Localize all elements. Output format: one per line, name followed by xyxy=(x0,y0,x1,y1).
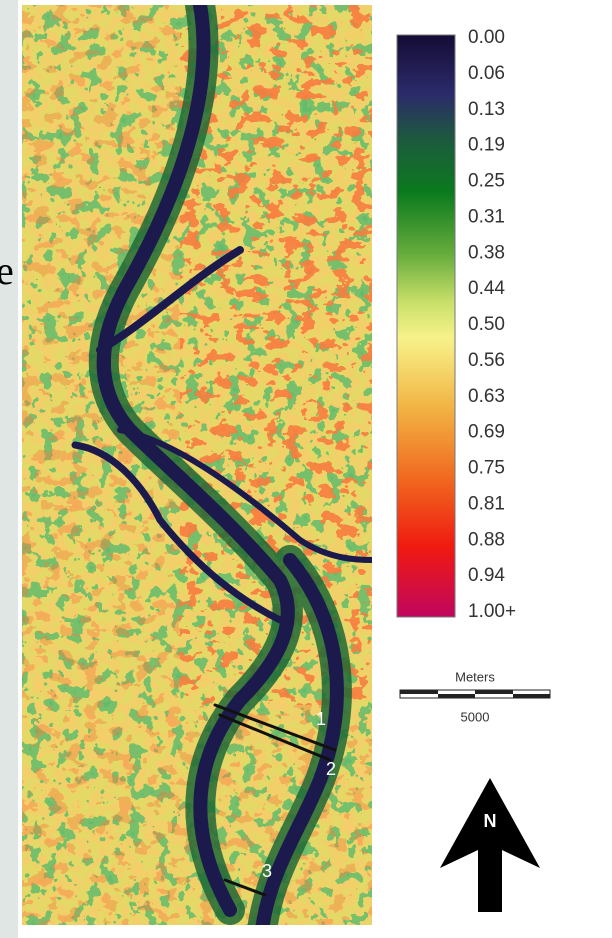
legend-label: 0.94 xyxy=(468,565,505,586)
side-band xyxy=(0,0,18,938)
page: e 1 2 3 0.00 0.06 0.13 0.19 0.25 0.31 0.38 0.44 0.… xyxy=(0,0,612,938)
legend-label: 0.56 xyxy=(468,350,505,371)
legend-label: 0.38 xyxy=(468,242,505,263)
legend-label: 0.06 xyxy=(468,63,505,84)
transect-label: 1 xyxy=(316,709,326,729)
north-arrow: N xyxy=(440,778,540,912)
legend-label: 0.00 xyxy=(468,27,505,48)
legend-label: 0.69 xyxy=(468,422,505,443)
transect-label: 3 xyxy=(262,861,272,881)
legend-label: 0.19 xyxy=(468,135,505,156)
scale-value: 5000 xyxy=(461,709,490,724)
transect-label: 2 xyxy=(326,759,336,779)
legend-label: 0.75 xyxy=(468,458,505,479)
legend-label: 0.50 xyxy=(468,314,505,335)
legend-label: 0.31 xyxy=(468,206,505,227)
legend-label: 0.44 xyxy=(468,278,505,299)
legend-label: 0.81 xyxy=(468,493,505,514)
legend-label: 1.00+ xyxy=(468,601,516,622)
scale-unit: Meters xyxy=(455,669,495,684)
side-text: e xyxy=(0,248,14,293)
color-bar xyxy=(397,35,455,617)
legend-label: 0.88 xyxy=(468,529,505,550)
legend-label: 0.63 xyxy=(468,386,505,407)
legend-label: 0.25 xyxy=(468,171,505,192)
legend-label: 0.13 xyxy=(468,99,505,120)
scale-bar: Meters 5000 xyxy=(400,669,550,724)
map: 1 2 3 xyxy=(22,5,372,930)
north-label: N xyxy=(484,811,497,831)
